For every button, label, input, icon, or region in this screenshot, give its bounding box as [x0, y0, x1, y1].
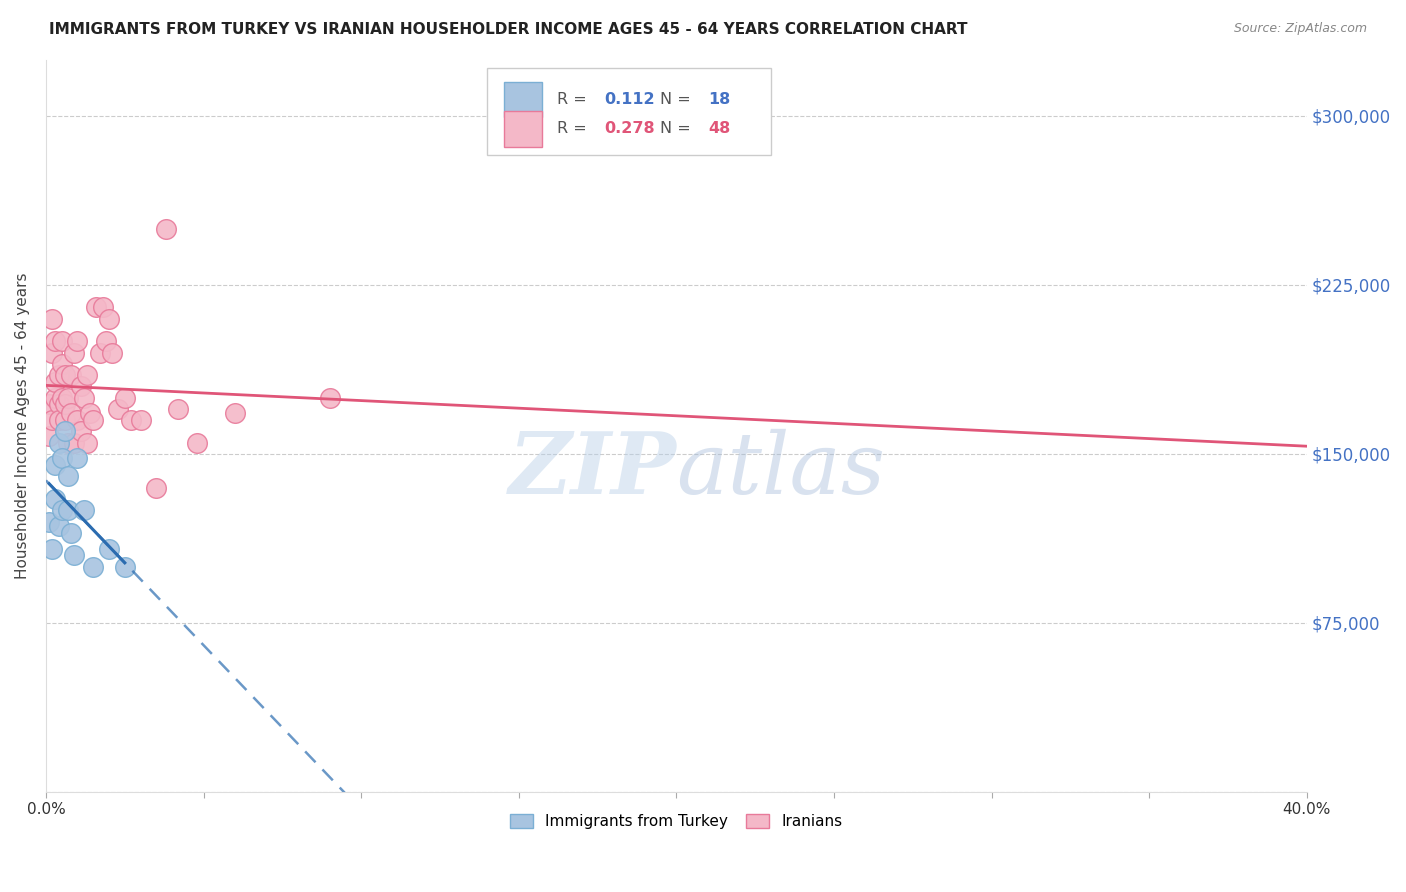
Text: 0.112: 0.112	[605, 92, 655, 107]
Point	[53, 397, 76, 411]
Point	[114, 391, 136, 405]
Point	[98, 311, 121, 326]
Point	[76, 368, 98, 382]
Point	[53, 425, 76, 439]
Point	[38, 515, 60, 529]
Point	[120, 413, 142, 427]
Point	[224, 406, 246, 420]
Text: N =: N =	[659, 92, 696, 107]
Point	[69, 425, 91, 439]
Point	[66, 413, 89, 427]
Point	[63, 345, 86, 359]
Point	[51, 334, 73, 349]
Point	[145, 481, 167, 495]
Point	[69, 379, 91, 393]
FancyBboxPatch shape	[488, 69, 770, 155]
Point	[129, 413, 152, 427]
Point	[318, 391, 340, 405]
Text: 18: 18	[709, 92, 730, 107]
Y-axis label: Householder Income Ages 45 - 64 years: Householder Income Ages 45 - 64 years	[15, 273, 30, 579]
Point	[48, 413, 70, 427]
Point	[82, 413, 104, 427]
Point	[94, 334, 117, 349]
Bar	[503, 82, 541, 118]
Point	[89, 345, 111, 359]
Point	[56, 391, 79, 405]
Point	[114, 559, 136, 574]
Text: 48: 48	[709, 121, 730, 136]
Point	[186, 435, 208, 450]
Text: Source: ZipAtlas.com: Source: ZipAtlas.com	[1233, 22, 1367, 36]
Point	[167, 401, 190, 416]
Point	[101, 345, 124, 359]
Point	[66, 451, 89, 466]
Point	[44, 458, 66, 473]
Point	[48, 368, 70, 382]
Point	[60, 525, 83, 540]
Point	[56, 503, 79, 517]
Point	[44, 334, 66, 349]
Text: N =: N =	[659, 121, 696, 136]
Text: atlas: atlas	[676, 428, 886, 511]
Point	[63, 435, 86, 450]
Point	[53, 368, 76, 382]
Legend: Immigrants from Turkey, Iranians: Immigrants from Turkey, Iranians	[503, 808, 849, 836]
Point	[56, 435, 79, 450]
Point	[63, 549, 86, 563]
Point	[48, 397, 70, 411]
Point	[66, 334, 89, 349]
Point	[48, 435, 70, 450]
Point	[60, 406, 83, 420]
Point	[56, 469, 79, 483]
Point	[41, 541, 63, 556]
Point	[41, 311, 63, 326]
Point	[44, 375, 66, 389]
Point	[44, 491, 66, 506]
Point	[51, 503, 73, 517]
Text: R =: R =	[557, 92, 592, 107]
Point	[98, 541, 121, 556]
Point	[38, 397, 60, 411]
Point	[51, 391, 73, 405]
Point	[79, 406, 101, 420]
Text: R =: R =	[557, 121, 592, 136]
Text: ZIP: ZIP	[509, 428, 676, 511]
Point	[107, 401, 129, 416]
Point	[41, 413, 63, 427]
Point	[51, 357, 73, 371]
Point	[53, 413, 76, 427]
Text: IMMIGRANTS FROM TURKEY VS IRANIAN HOUSEHOLDER INCOME AGES 45 - 64 YEARS CORRELAT: IMMIGRANTS FROM TURKEY VS IRANIAN HOUSEH…	[49, 22, 967, 37]
Point	[73, 503, 96, 517]
Text: 0.278: 0.278	[605, 121, 655, 136]
Bar	[503, 112, 541, 146]
Point	[60, 368, 83, 382]
Point	[41, 345, 63, 359]
Point	[51, 451, 73, 466]
Point	[38, 429, 60, 443]
Point	[155, 221, 177, 235]
Point	[82, 559, 104, 574]
Point	[48, 519, 70, 533]
Point	[76, 435, 98, 450]
Point	[73, 391, 96, 405]
Point	[86, 301, 108, 315]
Point	[44, 391, 66, 405]
Point	[91, 301, 114, 315]
